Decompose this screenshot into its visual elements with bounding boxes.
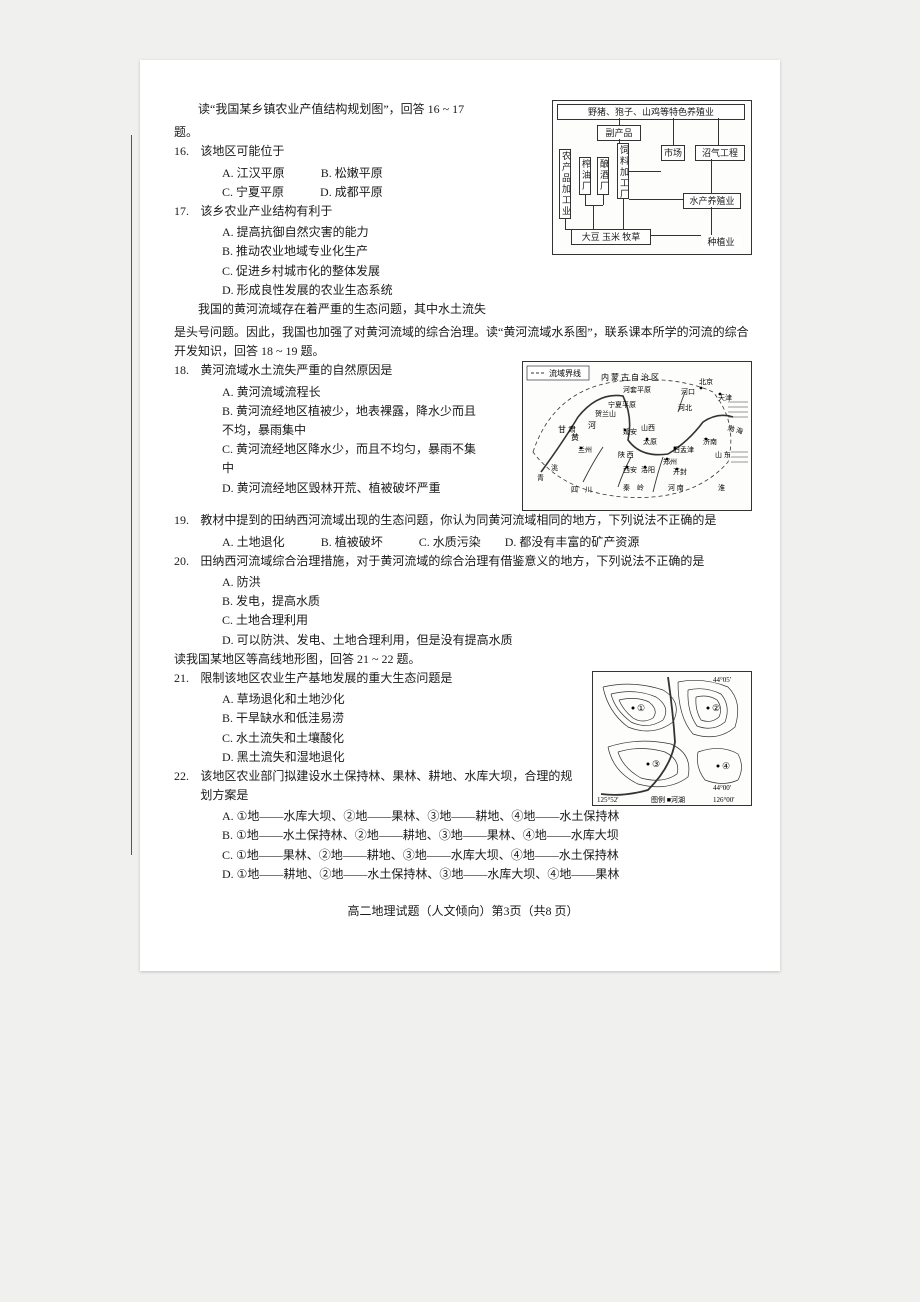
svg-text:126°00': 126°00' bbox=[713, 796, 735, 804]
q17-C: C. 促进乡村城市化的整体发展 bbox=[174, 262, 752, 281]
flow-crops: 大豆 玉米 牧草 bbox=[571, 229, 651, 245]
q21-stem: 21.限制该地区农业生产基地发展的重大生态问题是 bbox=[174, 669, 574, 688]
q22-D: D. ①地——耕地、②地——水土保持林、③地——水库大坝、④地——果林 bbox=[174, 865, 752, 884]
svg-text:北京: 北京 bbox=[699, 377, 713, 386]
intro-2a: 我国的黄河流域存在着严重的生态问题，其中水土流失 bbox=[174, 300, 752, 319]
svg-text:太原: 太原 bbox=[643, 437, 657, 446]
svg-text:④: ④ bbox=[722, 761, 730, 771]
svg-text:秦 岭: 秦 岭 bbox=[623, 483, 644, 492]
svg-text:河 南: 河 南 bbox=[668, 483, 684, 492]
q18-D: D. 黄河流经地区毁林开荒、植被破坏严重 bbox=[174, 479, 484, 498]
svg-text:河口: 河口 bbox=[681, 388, 695, 396]
flow-wine: 酿酒厂 bbox=[597, 157, 609, 195]
q18-stem: 18.黄河流域水土流失严重的自然原因是 bbox=[174, 361, 484, 380]
q18-B: B. 黄河流经地区植被少，地表裸露，降水少而且不均，暴雨集中 bbox=[174, 402, 484, 440]
svg-text:四 川: 四 川 bbox=[571, 486, 592, 494]
svg-text:洮: 洮 bbox=[551, 463, 558, 472]
flow-biogas: 沼气工程 bbox=[695, 145, 745, 161]
exam-page: 野猪、狍子、山鸡等特色养殖业 副产品 市场 沼气工程 农产品加工业 榨油厂 酿酒… bbox=[140, 60, 780, 971]
q17-D: D. 形成良性发展的农业生态系统 bbox=[174, 281, 752, 300]
q19-row: A. 土地退化 B. 植被破坏 C. 水质污染 D. 都没有丰富的矿产资源 bbox=[174, 533, 752, 552]
q20-B: B. 发电，提高水质 bbox=[174, 592, 752, 611]
flow-planting: 种植业 bbox=[701, 235, 741, 249]
flow-top: 野猪、狍子、山鸡等特色养殖业 bbox=[557, 104, 745, 120]
yellow-river-map: 流域界线 内 蒙 古 自 治 区 河套平原 宁夏平原 贺兰山 河口 北京 bbox=[522, 361, 752, 511]
svg-text:125°52': 125°52' bbox=[597, 796, 619, 804]
svg-text:贺兰山: 贺兰山 bbox=[595, 409, 616, 418]
svg-text:洛阳: 洛阳 bbox=[641, 465, 655, 474]
q20-D: D. 可以防洪、发电、土地合理利用，但是没有提高水质 bbox=[174, 631, 752, 650]
contour-map: ① ② ③ ④ 44°05' 44°00' 125°52' 126°00' 图例… bbox=[592, 671, 752, 806]
flow-proc: 农产品加工业 bbox=[559, 149, 571, 219]
q22-C: C. ①地——果林、②地——耕地、③地——水库大坝、④地——水土保持林 bbox=[174, 846, 752, 865]
q20-C: C. 土地合理利用 bbox=[174, 611, 752, 630]
svg-text:②: ② bbox=[712, 703, 720, 713]
q18-C: C. 黄河流经地区降水少，而且不均匀，暴雨不集中 bbox=[174, 440, 484, 478]
svg-text:44°05': 44°05' bbox=[713, 676, 731, 684]
q20-stem: 20.田纳西河流域综合治理措施，对于黄河流域的综合治理有借鉴意义的地方，下列说法… bbox=[174, 552, 752, 571]
svg-text:陕 西: 陕 西 bbox=[618, 450, 634, 459]
svg-text:延安: 延安 bbox=[623, 427, 637, 436]
q22-A: A. ①地——水库大坝、②地——果林、③地——耕地、④地——水土保持林 bbox=[174, 807, 752, 826]
agriculture-flowchart: 野猪、狍子、山鸡等特色养殖业 副产品 市场 沼气工程 农产品加工业 榨油厂 酿酒… bbox=[552, 100, 752, 255]
svg-text:河北: 河北 bbox=[678, 404, 692, 412]
q20-A: A. 防洪 bbox=[174, 573, 752, 592]
svg-text:山西: 山西 bbox=[641, 423, 655, 432]
q22-stem: 22.该地区农业部门拟建设水土保持林、果林、耕地、水库大坝，合理的规划方案是 bbox=[174, 767, 574, 805]
svg-text:青: 青 bbox=[537, 473, 544, 482]
flow-market: 市场 bbox=[661, 145, 685, 161]
svg-text:黄: 黄 bbox=[571, 432, 579, 442]
intro-3: 读我国某地区等高线地形图，回答 21 ~ 22 题。 bbox=[174, 650, 752, 669]
svg-text:兰州: 兰州 bbox=[578, 445, 592, 454]
svg-text:西安: 西安 bbox=[623, 465, 637, 474]
svg-text:①: ① bbox=[637, 703, 645, 713]
svg-text:开封: 开封 bbox=[673, 467, 687, 476]
svg-text:③: ③ bbox=[652, 759, 660, 769]
svg-text:图例 ■河湖: 图例 ■河湖 bbox=[651, 795, 685, 804]
q19-stem: 19.教材中提到的田纳西河流域出现的生态问题，你认为同黄河流域相同的地方，下列说… bbox=[174, 511, 752, 530]
q18-A: A. 黄河流域流程长 bbox=[174, 383, 484, 402]
svg-text:内 蒙 古 自 治 区: 内 蒙 古 自 治 区 bbox=[601, 372, 659, 382]
svg-text:旧孟津: 旧孟津 bbox=[673, 445, 694, 454]
svg-text:淮: 淮 bbox=[718, 483, 725, 492]
svg-text:宁夏平原: 宁夏平原 bbox=[608, 400, 636, 409]
svg-text:44°00': 44°00' bbox=[713, 784, 731, 792]
svg-text:郑州: 郑州 bbox=[663, 458, 677, 466]
page-footer: 高二地理试题（人文倾向）第3页（共8 页） bbox=[174, 902, 752, 921]
svg-text:山 东: 山 东 bbox=[715, 450, 731, 459]
flow-feed: 饲料加工厂 bbox=[617, 143, 629, 199]
flow-oil: 榨油厂 bbox=[579, 157, 591, 195]
svg-text:河: 河 bbox=[588, 420, 596, 430]
flow-aqua: 水产养殖业 bbox=[683, 193, 741, 209]
svg-text:渤 海: 渤 海 bbox=[726, 424, 744, 437]
map1-legend: 流域界线 bbox=[549, 368, 581, 378]
svg-text:河套平原: 河套平原 bbox=[623, 385, 651, 394]
intro-2b: 是头号问题。因此，我国也加强了对黄河流域的综合治理。读“黄河流域水系图”，联系课… bbox=[174, 323, 752, 361]
q22-B: B. ①地——水土保持林、②地——耕地、③地——果林、④地——水库大坝 bbox=[174, 826, 752, 845]
